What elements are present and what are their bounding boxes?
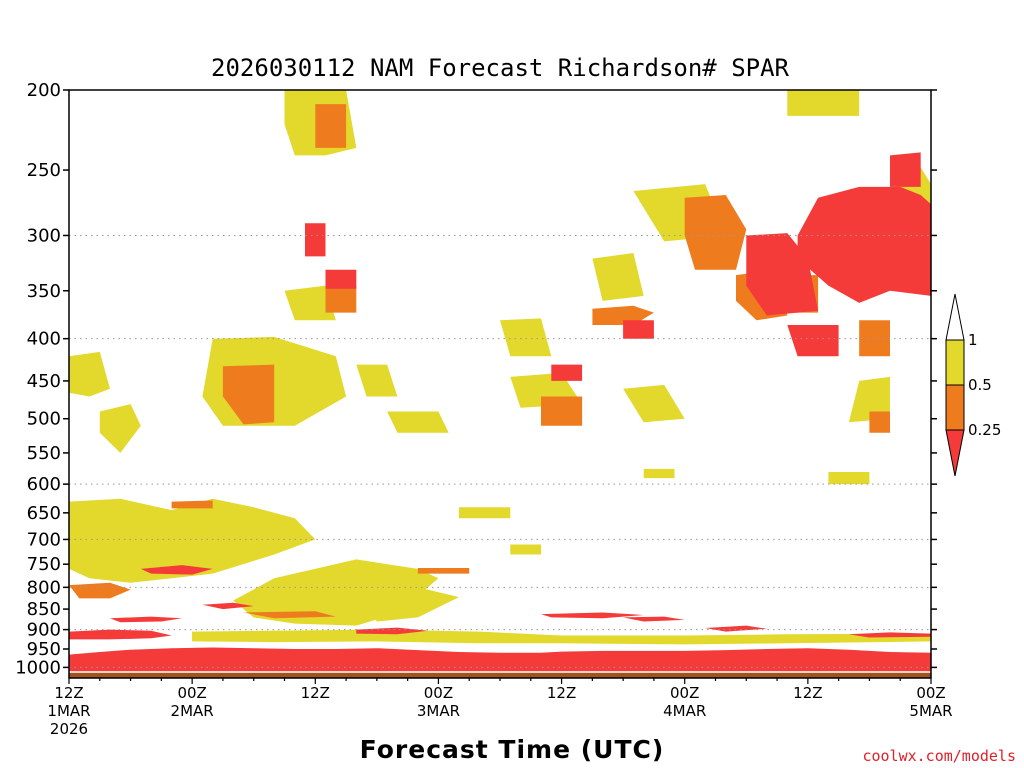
data-regions [69,90,931,672]
region-r0.25_0.5-20 [315,104,347,148]
y-axis: 200 250 300 350 400 450 500 550 600 650 700 7508008… [15,80,937,678]
x-tick-label-36-1: 3MAR [417,702,460,720]
region-lt0.25-10 [305,223,326,257]
x-tick-label-48-0: 12Z [547,684,576,702]
region-r0.5_1-48 [787,90,860,116]
y-tick-label-450: 450 [27,371,61,392]
legend-swatch-0.5-1 [945,339,965,386]
region-lt0.25-2 [110,616,182,623]
x-tick-label-60-0: 00Z [670,684,699,702]
region-r0.5_1-53 [510,544,541,555]
legend-swatch-lt0.25 [945,429,965,477]
region-r0.5_1-45 [623,384,685,423]
region-r0.5_1-40 [356,587,459,622]
region-r0.5_1-43 [500,318,552,357]
region-r0.25_0.5-22 [541,396,583,426]
region-r0.25_0.5-28 [869,411,890,433]
region-r0.25_0.5-24 [684,195,747,270]
chart-title: 2026030112 NAM Forecast Richardson# SPAR [211,54,790,82]
region-lt0.25-6 [705,625,767,632]
y-tick-label-400: 400 [27,329,61,350]
y-tick-label-700: 700 [27,529,61,550]
region-r0.5_1-42 [387,411,449,433]
region-lt0.25-7 [848,632,931,638]
y-tick-label-250: 250 [27,160,61,181]
y-tick-label-550: 550 [27,443,61,464]
region-r0.25_0.5-29 [171,500,213,509]
legend-label-1: 0.5 [968,376,992,394]
region-r0.5_1-38 [192,507,275,555]
ground-layer [69,671,931,678]
y-tick-label-900: 900 [27,620,61,641]
x-tick-label-0-1: 1MAR [47,702,90,720]
region-r0.25_0.5-23 [592,305,654,325]
x-tick-label-12-1: 2MAR [171,702,214,720]
y-tick-label-300: 300 [27,225,61,246]
region-r0.5_1-35 [69,351,110,397]
y-tick-label-650: 650 [27,503,61,524]
region-lt0.25-0 [69,647,931,672]
region-lt0.25-16 [787,325,839,357]
y-tick-label-600: 600 [27,474,61,495]
y-tick-label-350: 350 [27,281,61,302]
region-r0.25_0.5-18 [69,582,131,599]
legend-label-2: 0.25 [968,421,1001,439]
region-lt0.25-13 [551,364,583,381]
region-r0.5_1-36 [99,404,141,453]
legend-swatch-0.25-0.5 [945,384,965,431]
region-lt0.25-12 [623,320,654,339]
y-tick-label-950: 950 [27,639,61,660]
x-tick-label-84-1: 5MAR [909,702,952,720]
region-r0.5_1-52 [459,507,511,519]
region-lt0.25-4 [541,612,644,619]
region-r0.25_0.5-27 [859,320,890,357]
gridlines [69,234,931,668]
region-r0.5_1-47 [592,253,644,301]
y-tick-label-1000: 1000 [15,657,61,678]
x-tick-label-12-0: 00Z [177,684,206,702]
legend: 1 0.5 0.25 [945,293,1001,477]
region-r0.25_0.5-21 [325,285,357,313]
region-r0.5_1-34 [284,285,336,321]
x-tick-label-84-0: 00Z [916,684,945,702]
x-tick-label-72-0: 12Z [793,684,822,702]
x-tick-label-0-2: 2026 [50,720,88,738]
region-r0.25_0.5-31 [243,611,336,619]
region-lt0.25-11 [325,269,357,289]
region-r0.5_1-49 [848,376,890,423]
ground-surface [69,672,931,678]
y-tick-label-750: 750 [27,554,61,575]
region-lt0.25-17 [890,152,921,187]
x-tick-label-60-1: 4MAR [663,702,706,720]
region-r0.5_1-41 [356,364,398,397]
plot-background [69,90,931,678]
region-lt0.25-1 [69,629,172,640]
credit-text: coolwx.com/models [862,747,1016,765]
y-tick-label-850: 850 [27,599,61,620]
region-lt0.25-9 [202,602,254,610]
y-tick-label-200: 200 [27,80,61,101]
region-lt0.25-8 [140,565,213,575]
y-tick-label-800: 800 [27,577,61,598]
x-tick-label-24-0: 12Z [301,684,330,702]
x-tick-label-36-0: 00Z [424,684,453,702]
region-r0.25_0.5-30 [417,568,470,574]
x-axis-title: Forecast Time (UTC) [360,735,665,764]
region-r0.5_1-55 [643,468,675,479]
region-r0.25_0.5-19 [222,364,275,425]
y-tick-label-500: 500 [27,409,61,430]
region-lt0.25-5 [623,616,685,622]
region-lt0.25-15 [797,186,931,303]
legend-label-0: 1 [968,331,978,349]
region-r0.5_1-54 [828,472,870,485]
x-tick-label-0-0: 12Z [54,684,83,702]
legend-swatch-gt1 [945,293,965,341]
